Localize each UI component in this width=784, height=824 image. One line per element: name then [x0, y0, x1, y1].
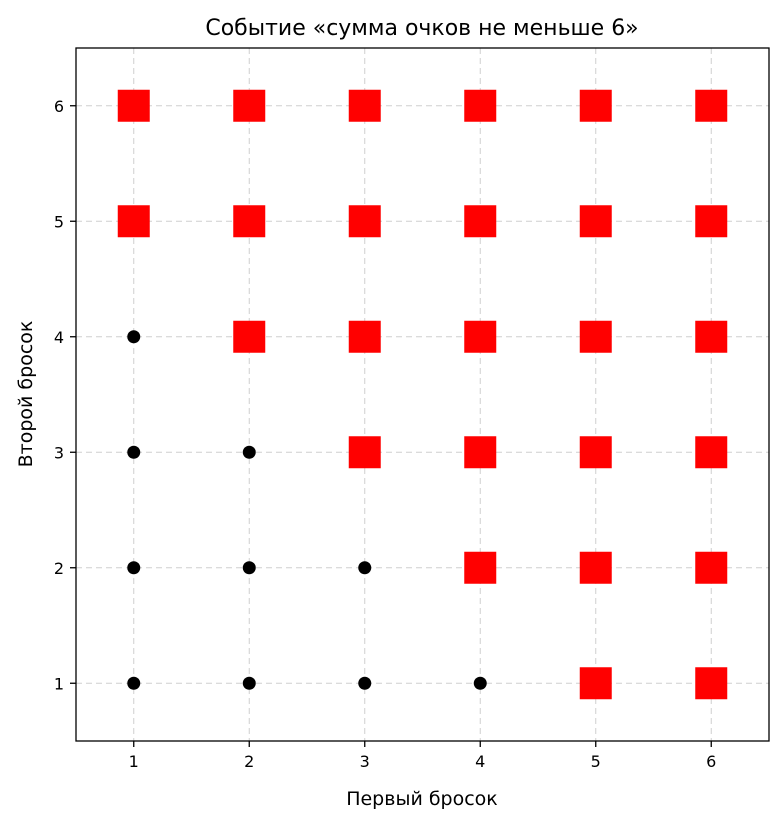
outcome-point-circle: [242, 561, 256, 575]
outcome-point-circle: [473, 676, 487, 690]
y-tick-label: 1: [54, 674, 64, 693]
outcome-point-circle: [127, 561, 141, 575]
event-point-square: [348, 89, 381, 122]
event-point-square: [464, 89, 497, 122]
outcome-point-circle: [242, 676, 256, 690]
event-point-square: [233, 89, 266, 122]
event-point-square: [695, 436, 728, 469]
outcome-point-circle: [358, 561, 372, 575]
event-point-square: [695, 667, 728, 700]
event-point-square: [579, 320, 612, 353]
event-point-square: [579, 436, 612, 469]
x-tick-label: 1: [129, 752, 139, 771]
outcome-point-circle: [127, 676, 141, 690]
outcome-point-circle: [242, 445, 256, 459]
y-axis-label: Второй бросок: [15, 321, 37, 468]
outcome-point-circle: [358, 676, 372, 690]
grid: [76, 48, 769, 741]
x-axis-label: Первый бросок: [346, 788, 498, 810]
chart-title: Событие «сумма очков не меньше 6»: [205, 16, 638, 41]
y-axis-ticks: 1 2 3 4 5 6: [54, 97, 76, 693]
x-tick-label: 6: [706, 752, 716, 771]
y-tick-label: 6: [54, 97, 64, 116]
plot-frame: [75, 47, 770, 742]
y-tick-label: 4: [54, 328, 64, 347]
x-tick-label: 4: [475, 752, 485, 771]
event-point-square: [348, 436, 381, 469]
event-point-square: [348, 205, 381, 238]
event-point-square: [695, 320, 728, 353]
event-point-square: [117, 89, 150, 122]
outcome-point-circle: [127, 445, 141, 459]
event-point-square: [233, 205, 266, 238]
event-point-square: [464, 551, 497, 584]
y-tick-label: 2: [54, 559, 64, 578]
x-axis-ticks: 1 2 3 4 5 6: [129, 741, 716, 771]
event-point-square: [695, 205, 728, 238]
data-points: [117, 89, 728, 700]
event-point-square: [579, 667, 612, 700]
outcome-point-circle: [127, 330, 141, 344]
y-tick-label: 5: [54, 212, 64, 231]
event-point-square: [695, 551, 728, 584]
event-point-square: [579, 205, 612, 238]
event-point-square: [579, 89, 612, 122]
event-point-square: [464, 320, 497, 353]
x-tick-label: 3: [360, 752, 370, 771]
event-point-square: [695, 89, 728, 122]
y-tick-label: 3: [54, 443, 64, 462]
event-point-square: [464, 205, 497, 238]
x-tick-label: 5: [591, 752, 601, 771]
event-point-square: [579, 551, 612, 584]
event-point-square: [233, 320, 266, 353]
event-point-square: [348, 320, 381, 353]
x-tick-label: 2: [244, 752, 254, 771]
event-point-square: [117, 205, 150, 238]
event-point-square: [464, 436, 497, 469]
